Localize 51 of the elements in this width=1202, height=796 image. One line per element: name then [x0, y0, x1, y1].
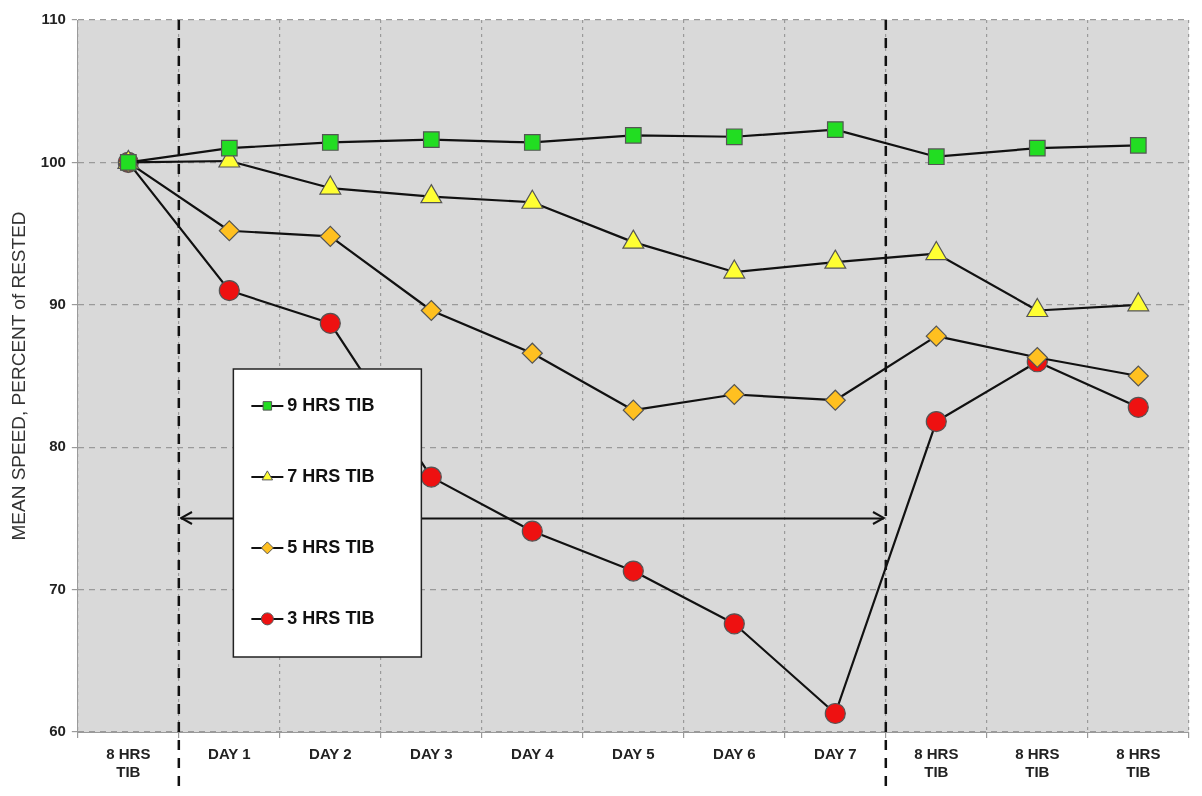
point	[725, 128, 743, 146]
point	[220, 139, 238, 157]
x-tick-label: 8 HRS TIB	[106, 745, 151, 781]
point	[1127, 365, 1149, 387]
x-tick-label: DAY 6	[713, 745, 756, 763]
point	[422, 131, 440, 148]
y-tick-label: 80	[49, 437, 66, 455]
point	[420, 299, 442, 322]
point	[622, 399, 644, 421]
point	[521, 342, 543, 364]
point	[319, 225, 341, 248]
point	[319, 312, 341, 334]
point	[218, 220, 240, 242]
legend-label: 7 HRS TIB	[287, 465, 375, 486]
point	[1026, 346, 1048, 369]
point	[925, 410, 947, 433]
point	[723, 613, 745, 635]
point	[824, 702, 846, 725]
point	[521, 520, 543, 542]
point	[622, 560, 644, 582]
point	[723, 383, 745, 406]
point	[927, 148, 945, 166]
y-tick-label: 60	[49, 722, 66, 740]
point	[826, 121, 844, 139]
legend-label: 3 HRS TIB	[287, 607, 375, 628]
legend-label: 9 HRS TIB	[287, 394, 375, 415]
point	[420, 466, 442, 488]
point	[1127, 396, 1149, 418]
x-tick-label: DAY 7	[814, 745, 857, 763]
y-tick-label: 110	[41, 10, 66, 28]
point	[218, 279, 240, 302]
point	[624, 126, 642, 144]
y-axis-title: MEAN SPEED, PERCENT of RESTED	[7, 211, 29, 541]
x-tick-label: DAY 3	[410, 745, 453, 763]
point	[523, 134, 541, 151]
point	[1028, 139, 1046, 157]
x-tick-label: 8 HRS TIB	[914, 745, 959, 781]
point	[321, 134, 339, 151]
y-tick-label: 70	[49, 579, 66, 597]
x-tick-label: DAY 5	[612, 745, 655, 763]
x-tick-label: DAY 4	[511, 745, 555, 763]
point	[925, 325, 947, 347]
x-tick-label: 8 HRS TIB	[1116, 745, 1161, 781]
x-tick-label: DAY 1	[208, 745, 251, 763]
point	[824, 389, 846, 411]
y-tick-label: 90	[49, 294, 66, 312]
x-tick-label: 8 HRS TIB	[1015, 745, 1060, 781]
point	[1129, 136, 1147, 154]
legend-label: 5 HRS TIB	[287, 536, 375, 557]
y-tick-label: 100	[40, 152, 66, 170]
x-tick-label: DAY 2	[309, 745, 352, 763]
